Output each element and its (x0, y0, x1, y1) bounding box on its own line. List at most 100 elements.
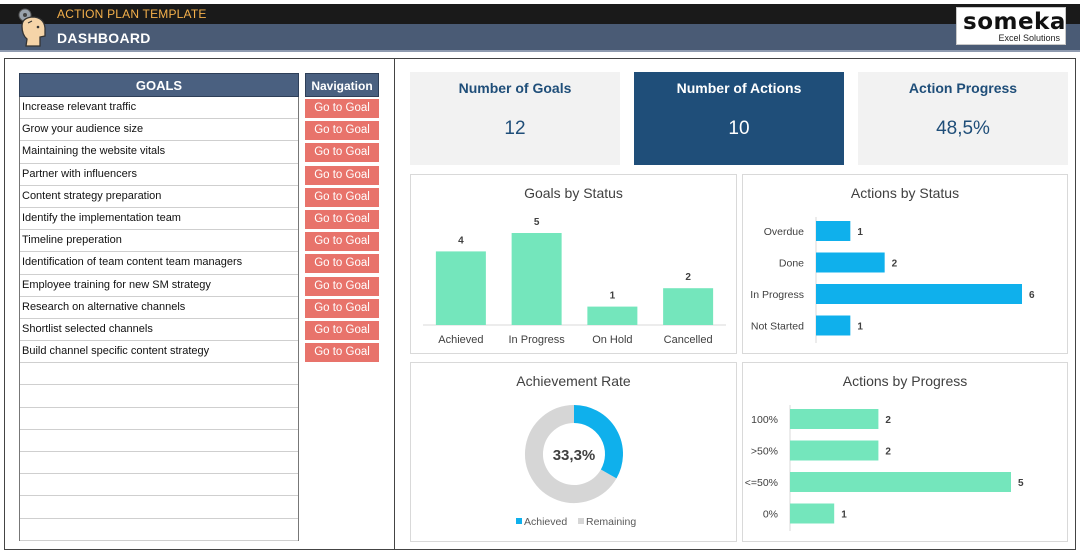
goal-row (20, 430, 298, 452)
goal-row: Employee training for new SM strategy (20, 275, 298, 297)
chart-title: Goals by Status (524, 185, 623, 201)
legend-swatch (516, 518, 522, 524)
goal-row (20, 363, 298, 386)
goals-header: GOALS (19, 73, 299, 97)
go-to-goal-button[interactable]: Go to Goal (305, 276, 379, 296)
bar (663, 288, 714, 325)
kpi-action-progress: Action Progress 48,5% (858, 72, 1068, 165)
kpi-value: 48,5% (936, 118, 990, 139)
go-to-goal-button[interactable]: Go to Goal (305, 99, 379, 118)
kpi-title: Number of Actions (676, 80, 802, 96)
navigation-header: Navigation (305, 73, 379, 97)
bar (816, 221, 851, 241)
goal-row: Maintaining the website vitals (20, 141, 298, 164)
header-divider (0, 50, 1080, 52)
kpi-number-of-goals: Number of Goals 12 (410, 72, 620, 165)
brand-name: someka (963, 9, 1066, 35)
kpi-number-of-actions: Number of Actions 10 (634, 72, 844, 165)
data-label: 1 (841, 510, 847, 521)
goal-row: Timeline preperation (20, 230, 298, 253)
bar (816, 284, 1022, 304)
goal-row: Shortlist selected channels (20, 319, 298, 342)
actions-by-progress-plot: 2 100% 2 >50% 5 <=50% 1 0% (745, 405, 1024, 531)
actions-by-progress-chart: Actions by Progress 2 100% 2 >50% 5 <=50% 1 0% (742, 362, 1068, 542)
goal-row (20, 452, 298, 475)
category-label: >50% (751, 446, 778, 458)
donut-slice (573, 405, 623, 479)
bar (816, 315, 851, 336)
category-label: On Hold (592, 334, 632, 346)
achievement-rate-chart: Achievement Rate 33,3% Achieved Remaining (410, 362, 737, 542)
data-label: 2 (685, 272, 691, 283)
data-label: 6 (1029, 290, 1035, 301)
go-to-goal-button[interactable]: Go to Goal (305, 232, 379, 252)
go-to-goal-button[interactable]: Go to Goal (305, 165, 379, 185)
goal-row: Identification of team content team mana… (20, 252, 298, 275)
goal-row: Increase relevant traffic (20, 97, 298, 120)
goal-row: Grow your audience size (20, 119, 298, 142)
category-label: In Progress (509, 334, 566, 346)
chart-title: Actions by Progress (842, 373, 968, 389)
app-title: ACTION PLAN TEMPLATE (57, 7, 207, 21)
category-label: <=50% (745, 477, 778, 489)
category-label: 0% (763, 509, 778, 521)
category-label: In Progress (750, 289, 804, 301)
bar (587, 306, 638, 325)
goal-row (20, 385, 298, 408)
goal-row: Build channel specific content strategy (20, 341, 298, 364)
brand-subtitle: Excel Solutions (998, 33, 1060, 43)
actions-by-status-plot: 1 Overdue 2 Done 6 In Progress 1 Not Started (750, 217, 1035, 343)
chart-title: Actions by Status (850, 185, 960, 201)
donut-slice (525, 405, 617, 503)
bar (816, 252, 885, 273)
dashboard-frame (4, 58, 1076, 550)
data-label: 2 (885, 415, 891, 426)
panel-divider (394, 58, 395, 550)
data-label: 5 (1018, 478, 1024, 489)
achievement-rate-plot: 33,3% Achieved Remaining (516, 405, 636, 528)
kpi-title: Number of Goals (458, 80, 572, 96)
category-label: Achieved (438, 334, 483, 346)
data-label: 1 (610, 291, 616, 302)
category-label: Done (779, 258, 804, 270)
bar (790, 472, 1011, 492)
page-title: DASHBOARD (57, 30, 151, 46)
go-to-goal-button[interactable]: Go to Goal (305, 143, 379, 163)
top-strip (0, 0, 1080, 4)
actions-by-status-chart: Actions by Status 1 Overdue 2 Done 6 In Progr… (742, 174, 1068, 354)
brand-logo[interactable]: someka Excel Solutions (956, 7, 1066, 45)
bar (435, 251, 486, 325)
bar (790, 409, 879, 429)
go-to-goal-button[interactable]: Go to Goal (305, 254, 379, 274)
kpi-title: Action Progress (908, 80, 1018, 96)
bar (511, 233, 562, 325)
data-label: 2 (885, 447, 891, 458)
donut-center-label: 33,3% (553, 447, 596, 464)
go-to-goal-button[interactable]: Go to Goal (305, 320, 379, 340)
chart-title: Achievement Rate (516, 373, 631, 389)
goal-row (20, 496, 298, 519)
go-to-goal-button[interactable]: Go to Goal (305, 298, 379, 318)
category-label: Overdue (764, 226, 804, 238)
legend-swatch (578, 518, 584, 524)
category-label: Cancelled (664, 334, 713, 346)
kpi-value: 10 (728, 118, 750, 139)
go-to-goal-button[interactable]: Go to Goal (305, 121, 379, 141)
head-gear-icon (18, 8, 46, 47)
goal-row: Identify the implementation team (20, 208, 298, 231)
category-label: 100% (751, 414, 778, 426)
goal-row (20, 408, 298, 430)
data-label: 4 (458, 235, 464, 246)
legend-label: Remaining (586, 516, 636, 528)
header-top-bar (0, 4, 1080, 24)
kpi-value: 12 (504, 118, 526, 139)
go-to-goal-button[interactable]: Go to Goal (305, 343, 379, 363)
go-to-goal-button[interactable]: Go to Goal (305, 187, 379, 207)
goal-row (20, 474, 298, 497)
goal-row (20, 519, 298, 541)
go-to-goal-button[interactable]: Go to Goal (305, 209, 379, 229)
goal-row: Content strategy preparation (20, 186, 298, 208)
header-title-bar (0, 24, 1080, 50)
goals-by-status-chart: Goals by Status 4 Achieved 5 In Progress 1 On… (410, 174, 737, 354)
data-label: 1 (857, 322, 863, 333)
